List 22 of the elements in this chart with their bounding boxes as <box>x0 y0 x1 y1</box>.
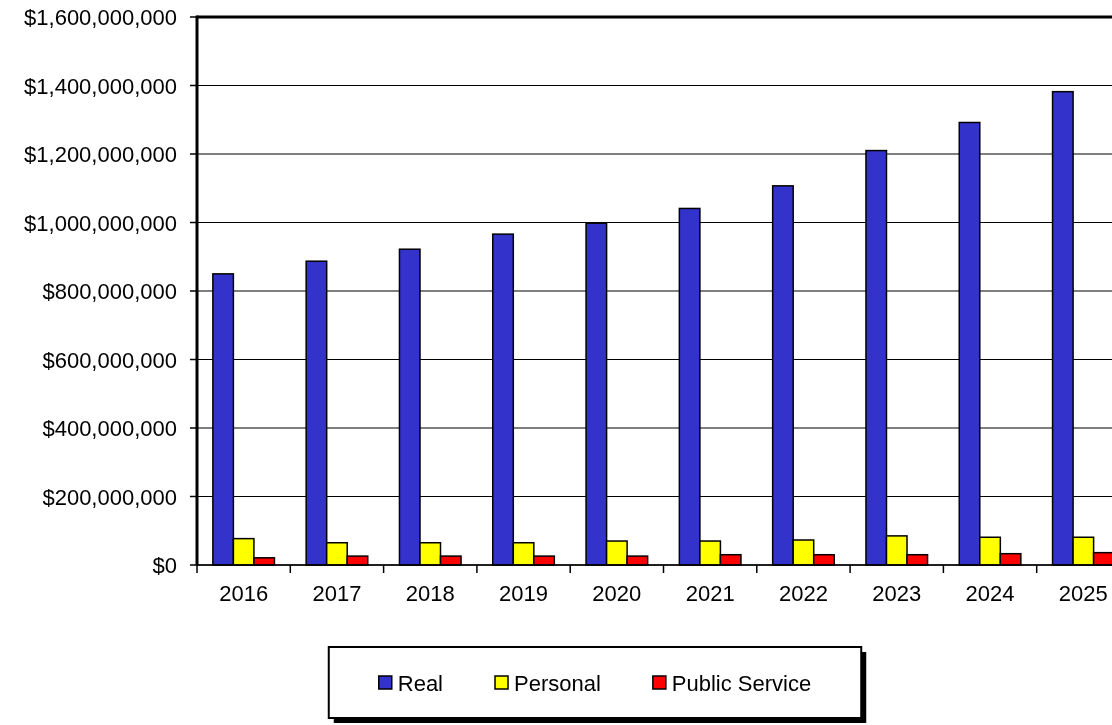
x-tick-label: 2024 <box>965 580 1015 606</box>
y-tick-label: $1,600,000,000 <box>24 4 177 30</box>
y-tick-label: $800,000,000 <box>42 278 177 304</box>
x-tick-label: 2021 <box>685 580 735 606</box>
y-tick-label: $1,200,000,000 <box>24 141 177 167</box>
x-tick-label: 2017 <box>312 580 362 606</box>
x-tick-label: 2018 <box>405 580 455 606</box>
y-tick-label: $200,000,000 <box>42 484 177 509</box>
x-tick-label: 2020 <box>592 580 642 606</box>
legend-label: Real <box>397 670 444 695</box>
y-tick-label: $0 <box>152 552 177 578</box>
y-tick-label: $1,400,000,000 <box>24 73 177 98</box>
x-tick-label: 2023 <box>872 580 922 606</box>
x-tick-label: 2025 <box>1058 580 1108 606</box>
y-tick-label: $400,000,000 <box>42 415 177 441</box>
x-tick-label: 2019 <box>499 580 549 606</box>
x-tick-label: 2016 <box>219 580 269 606</box>
y-tick-label: $1,000,000,000 <box>24 210 177 235</box>
x-tick-label: 2022 <box>778 580 828 606</box>
y-tick-label: $600,000,000 <box>42 347 177 372</box>
legend-label: Personal <box>514 670 601 695</box>
legend-label: Public Service <box>671 670 812 695</box>
